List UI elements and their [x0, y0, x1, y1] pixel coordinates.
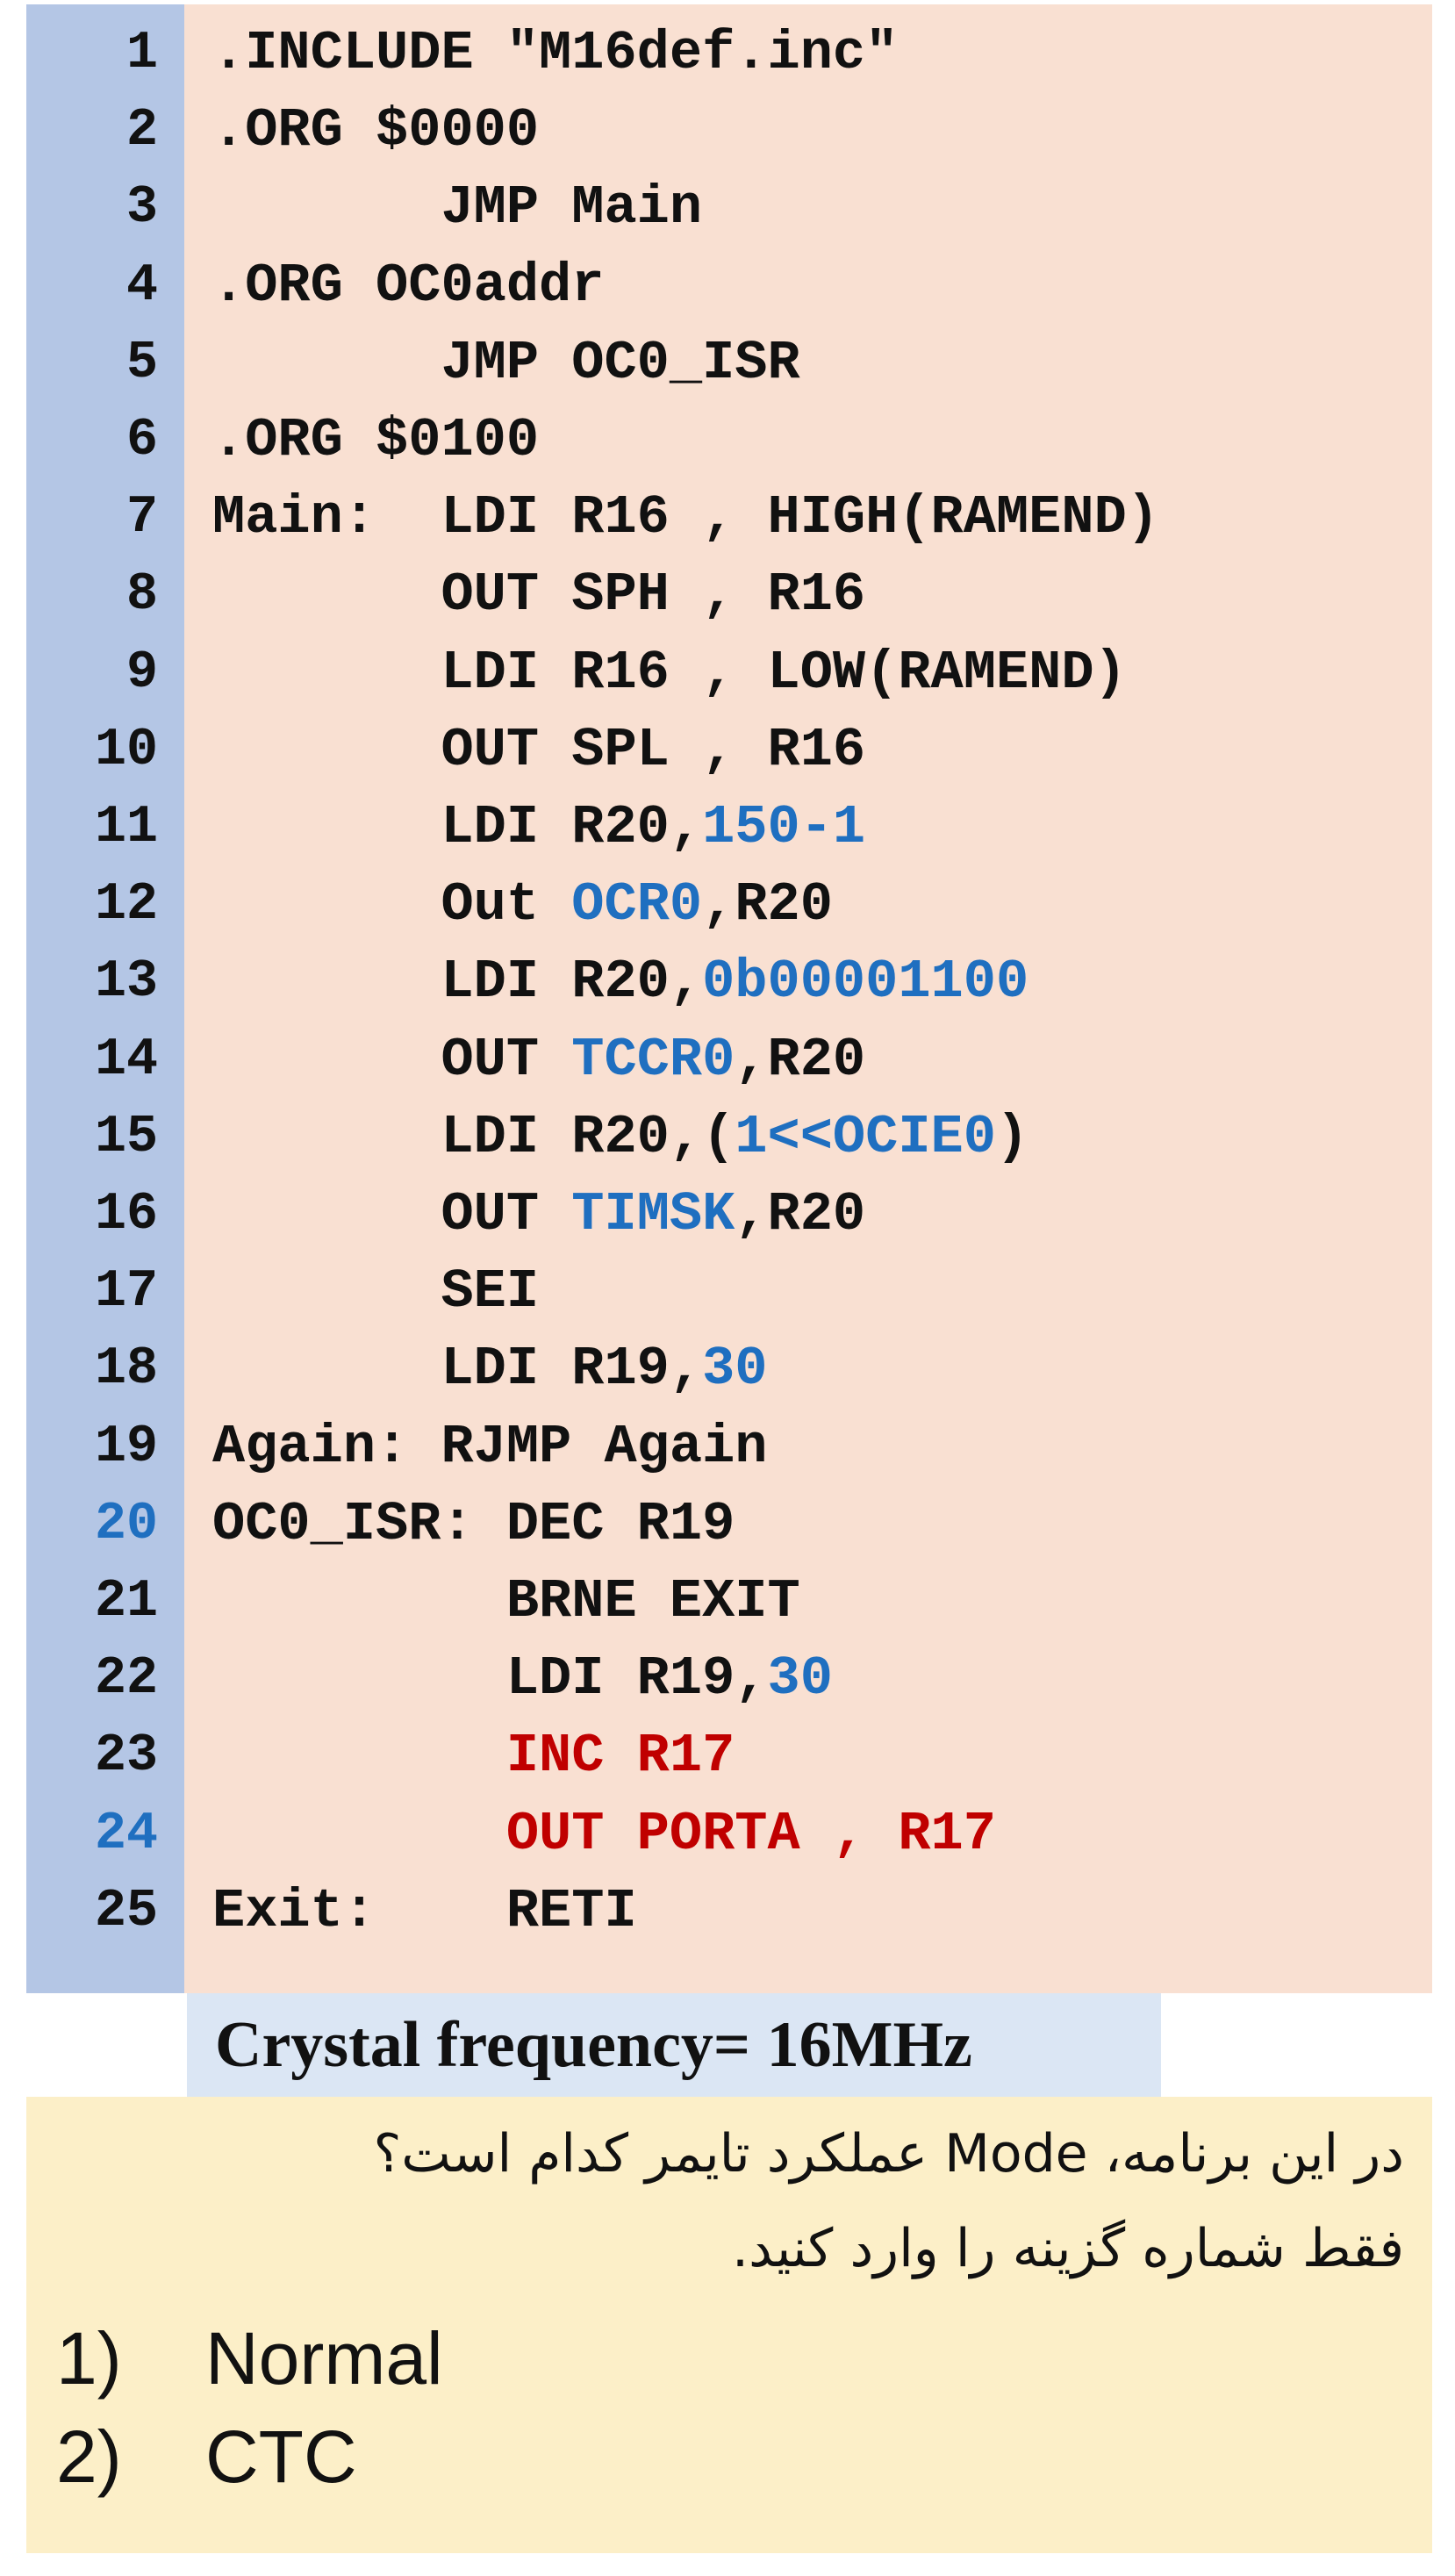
- line-number: 22: [94, 1649, 158, 1709]
- code-operand-highlight: 0b00001100: [702, 951, 1029, 1013]
- code-line: OUT SPH , R16: [212, 563, 866, 626]
- code-operand-highlight: 150-1: [702, 796, 866, 858]
- option-ctc[interactable]: 2) CTC: [56, 2415, 357, 2500]
- code-line: LDI R20,0b00001100: [212, 944, 1029, 1021]
- line-number: 1: [125, 24, 158, 83]
- line-number: 4: [125, 256, 158, 316]
- option-normal[interactable]: 1) Normal: [56, 2316, 443, 2401]
- line-number: 7: [125, 488, 158, 548]
- line-number: 2: [125, 101, 158, 161]
- code-text: LDI R19,: [212, 1338, 703, 1400]
- code-text: OUT: [212, 1183, 572, 1245]
- option-label: Normal: [205, 2317, 443, 2400]
- code-operand-highlight: 1<<OCIE0: [735, 1106, 996, 1168]
- line-number: 25: [94, 1882, 158, 1941]
- line-number: 19: [94, 1417, 158, 1477]
- line-number: 21: [94, 1572, 158, 1632]
- line-number: 15: [94, 1108, 158, 1167]
- line-number: 3: [125, 178, 158, 238]
- line-number: 18: [94, 1339, 158, 1399]
- code-text: LDI R20,: [212, 796, 703, 858]
- line-number: 20: [94, 1495, 158, 1554]
- code-line: .INCLUDE "M16def.inc": [212, 22, 899, 84]
- code-line: Again: RJMP Again: [212, 1416, 768, 1478]
- code-line: SEI: [212, 1260, 540, 1323]
- code-line: OUT TIMSK,R20: [212, 1176, 865, 1253]
- code-line: .ORG $0100: [212, 409, 540, 471]
- question-text: در این برنامه، Mode عملکرد تایمر کدام اس…: [373, 2123, 1404, 2185]
- code-line: Main: LDI R16 , HIGH(RAMEND): [212, 486, 1159, 549]
- code-line: LDI R19,30: [212, 1331, 768, 1408]
- code-line: Out OCR0,R20: [212, 866, 833, 944]
- line-number: 9: [125, 643, 158, 703]
- code-text: LDI R20,: [212, 951, 703, 1013]
- code-text: LDI R20,(: [212, 1106, 735, 1168]
- code-line: .ORG OC0addr: [212, 255, 605, 317]
- code-operand-highlight: TCCR0: [571, 1029, 735, 1091]
- option-label: CTC: [205, 2415, 357, 2498]
- code-line: LDI R20,(1<<OCIE0): [212, 1099, 1029, 1176]
- code-line: LDI R19,30: [212, 1640, 833, 1718]
- code-line: OC0_ISR: DEC R19: [212, 1493, 735, 1555]
- question-instruction: فقط شماره گزینه را وارد کنید.: [732, 2218, 1404, 2279]
- line-number: 23: [94, 1726, 158, 1786]
- code-text: LDI R19,: [212, 1647, 768, 1710]
- line-number-gutter: 1 2 3 4 5 6 7 8 9 10 11 12 13 14 15 16 17 18 19 20 21 22 23 24 2…: [26, 4, 184, 1993]
- line-number: 5: [125, 334, 158, 393]
- code-panel: 1 2 3 4 5 6 7 8 9 10 11 12 13 14 15 16 17 18 19 20 21 22 23 24 2…: [26, 4, 1432, 1993]
- code-line: JMP OC0_ISR: [212, 332, 800, 394]
- code-operand-highlight: OCR0: [571, 873, 703, 936]
- line-number: 14: [94, 1030, 158, 1090]
- line-number: 10: [94, 721, 158, 780]
- code-line: OUT SPL , R16: [212, 719, 866, 781]
- code-operand-highlight: TIMSK: [571, 1183, 735, 1245]
- option-number: 2): [56, 2415, 122, 2498]
- code-line: Exit: RETI: [212, 1880, 637, 1942]
- code-line: .ORG $0000: [212, 99, 540, 161]
- line-number: 16: [94, 1185, 158, 1245]
- code-line: LDI R16 , LOW(RAMEND): [212, 642, 1127, 704]
- question-panel: در این برنامه، Mode عملکرد تایمر کدام اس…: [26, 2097, 1432, 2553]
- code-line: OUT PORTA , R17: [212, 1803, 996, 1865]
- line-number: 12: [94, 875, 158, 935]
- code-operand-highlight: 30: [702, 1338, 768, 1400]
- code-line: OUT TCCR0,R20: [212, 1022, 865, 1099]
- line-number: 11: [94, 798, 158, 857]
- code-line: INC R17: [212, 1725, 735, 1787]
- code-text: ,R20: [702, 873, 833, 936]
- code-text: ,R20: [735, 1183, 866, 1245]
- crystal-frequency-box: Crystal frequency= 16MHz: [187, 1993, 1161, 2097]
- line-number: 13: [94, 952, 158, 1012]
- code-operand-highlight: 30: [767, 1647, 833, 1710]
- option-number: 1): [56, 2317, 122, 2400]
- line-number: 8: [125, 565, 158, 625]
- code-text: ): [995, 1106, 1029, 1168]
- line-number: 17: [94, 1262, 158, 1322]
- code-line: LDI R20,150-1: [212, 789, 865, 866]
- crystal-frequency-label: Crystal frequency= 16MHz: [215, 2009, 972, 2081]
- code-text: ,R20: [735, 1029, 866, 1091]
- code-line: BRNE EXIT: [212, 1570, 800, 1632]
- code-text: Out: [212, 873, 572, 936]
- code-line: JMP Main: [212, 176, 703, 239]
- line-number: 6: [125, 411, 158, 470]
- code-text: OUT: [212, 1029, 572, 1091]
- line-number: 24: [94, 1805, 158, 1864]
